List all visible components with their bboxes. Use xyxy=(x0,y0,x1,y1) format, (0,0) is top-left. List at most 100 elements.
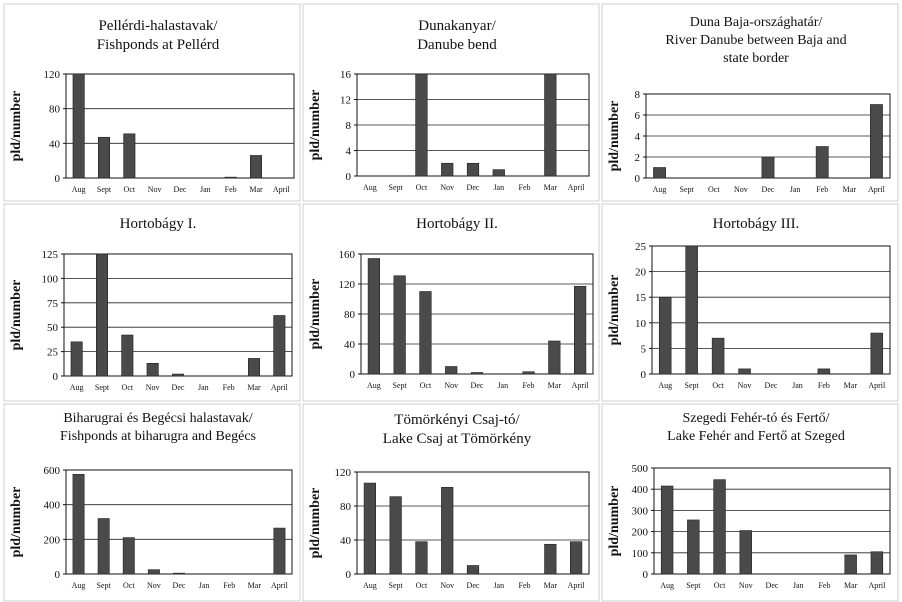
x-tick-label: Jan xyxy=(493,581,504,590)
chart-title-line: Fishponds at biharugra and Begécs xyxy=(60,429,256,444)
panel-border xyxy=(3,203,301,402)
y-tick-label: 10 xyxy=(635,318,647,330)
x-tick-label: Feb xyxy=(816,185,828,194)
y-tick-label: 0 xyxy=(350,369,356,381)
bar-oct xyxy=(711,337,725,375)
x-tick-label: Nov xyxy=(146,383,160,392)
y-tick-label: 50 xyxy=(47,322,59,334)
panel-border xyxy=(601,403,899,602)
x-tick-label: Jan xyxy=(792,381,803,390)
x-tick-label: Feb xyxy=(818,581,830,590)
y-tick-label: 0 xyxy=(346,171,352,183)
panel-border xyxy=(3,3,301,202)
x-tick-label: Aug xyxy=(367,381,381,390)
panel-border xyxy=(601,3,899,202)
x-tick-label: Dec xyxy=(765,381,778,390)
y-axis-label: pld/number xyxy=(607,486,622,557)
x-tick-label: Sept xyxy=(389,581,404,590)
bar-sept xyxy=(687,519,700,575)
bar-feb xyxy=(522,371,535,375)
chart-panel-9: Szegedi Fehér-tó és Fertő/Lake Fehér and… xyxy=(601,403,899,602)
x-tick-label: Sept xyxy=(95,383,110,392)
y-tick-label: 12 xyxy=(340,95,351,107)
x-tick-label: Dec xyxy=(173,581,186,590)
bar-dec xyxy=(172,373,185,377)
bar-feb xyxy=(224,176,237,179)
bar-nov xyxy=(146,363,159,377)
y-tick-label: 2 xyxy=(635,152,641,164)
x-tick-label: April xyxy=(868,381,886,390)
bar-sept xyxy=(389,496,402,575)
chart-title-line: Hortobágy II. xyxy=(416,216,498,232)
x-tick-label: Aug xyxy=(72,185,86,194)
chart-title-line: Pellérdi-halastavak/ xyxy=(98,18,218,34)
x-tick-label: Oct xyxy=(416,581,428,590)
x-tick-label: Oct xyxy=(416,183,428,192)
x-tick-label: Feb xyxy=(818,381,830,390)
x-tick-label: Aug xyxy=(363,581,377,590)
panel-border xyxy=(302,3,600,202)
bar-dec xyxy=(466,162,480,177)
x-tick-label: Nov xyxy=(440,183,454,192)
x-tick-label: Mar xyxy=(844,581,858,590)
bar-jan xyxy=(492,169,505,177)
x-tick-label: Mar xyxy=(544,581,558,590)
x-tick-label: Dec xyxy=(467,183,480,192)
chart-panel-8: Tömörkényi Csaj-tó/Lake Csaj at Tömörkén… xyxy=(302,403,600,602)
x-tick-label: April xyxy=(568,581,586,590)
bar-oct xyxy=(415,541,428,575)
bar-nov xyxy=(441,486,454,575)
x-tick-label: Mar xyxy=(247,383,261,392)
x-tick-label: Oct xyxy=(708,185,720,194)
x-tick-label: April xyxy=(271,383,289,392)
x-tick-label: Sept xyxy=(686,581,701,590)
x-tick-label: Nov xyxy=(739,581,753,590)
chart-title-line: Tömörkényi Csaj-tó/ xyxy=(394,412,520,428)
x-tick-label: Mar xyxy=(843,185,857,194)
bar-sept xyxy=(393,275,406,375)
x-tick-label: Oct xyxy=(122,383,134,392)
y-tick-label: 40 xyxy=(340,535,352,547)
x-tick-label: Nov xyxy=(147,581,161,590)
x-tick-label: Jan xyxy=(493,183,504,192)
y-tick-label: 40 xyxy=(344,339,356,351)
y-tick-label: 0 xyxy=(55,569,61,581)
y-axis-label: pld/number xyxy=(607,101,622,172)
bar-april xyxy=(570,541,583,575)
bar-dec xyxy=(466,565,480,575)
x-tick-label: Feb xyxy=(225,185,237,194)
bar-april xyxy=(870,104,883,179)
y-tick-label: 400 xyxy=(632,484,649,496)
chart-title-line: Lake Fehér and Fertő at Szeged xyxy=(667,429,845,444)
y-tick-label: 120 xyxy=(335,467,352,479)
bar-april xyxy=(870,551,884,575)
y-tick-label: 600 xyxy=(44,465,61,477)
x-tick-label: Mar xyxy=(548,381,562,390)
x-tick-label: Sept xyxy=(97,581,112,590)
x-tick-label: Dec xyxy=(467,581,480,590)
bar-april xyxy=(574,285,587,375)
y-tick-label: 80 xyxy=(340,501,352,513)
x-tick-label: Aug xyxy=(660,581,674,590)
bar-oct xyxy=(121,334,134,377)
plot-area xyxy=(65,73,295,179)
x-tick-label: April xyxy=(572,381,590,390)
x-tick-label: Feb xyxy=(523,381,535,390)
x-tick-label: Feb xyxy=(223,581,235,590)
y-tick-label: 5 xyxy=(641,343,647,355)
y-tick-label: 40 xyxy=(49,138,61,150)
bar-nov xyxy=(739,530,752,575)
x-tick-label: Mar xyxy=(844,381,858,390)
y-axis-label: pld/number xyxy=(607,275,622,346)
chart-panel-1: Pellérdi-halastavak/Fishponds at Pellérd… xyxy=(3,3,301,202)
bar-aug xyxy=(72,73,85,179)
bar-aug xyxy=(72,474,85,575)
y-tick-label: 6 xyxy=(635,110,641,122)
x-tick-label: Jan xyxy=(497,381,508,390)
chart-title-line: Biharugrai és Begécsi halastavak/ xyxy=(63,411,252,426)
bar-sept xyxy=(98,136,111,179)
bar-aug xyxy=(363,482,376,575)
x-tick-label: Feb xyxy=(519,581,531,590)
x-tick-label: Aug xyxy=(658,381,672,390)
y-tick-label: 200 xyxy=(632,527,649,539)
